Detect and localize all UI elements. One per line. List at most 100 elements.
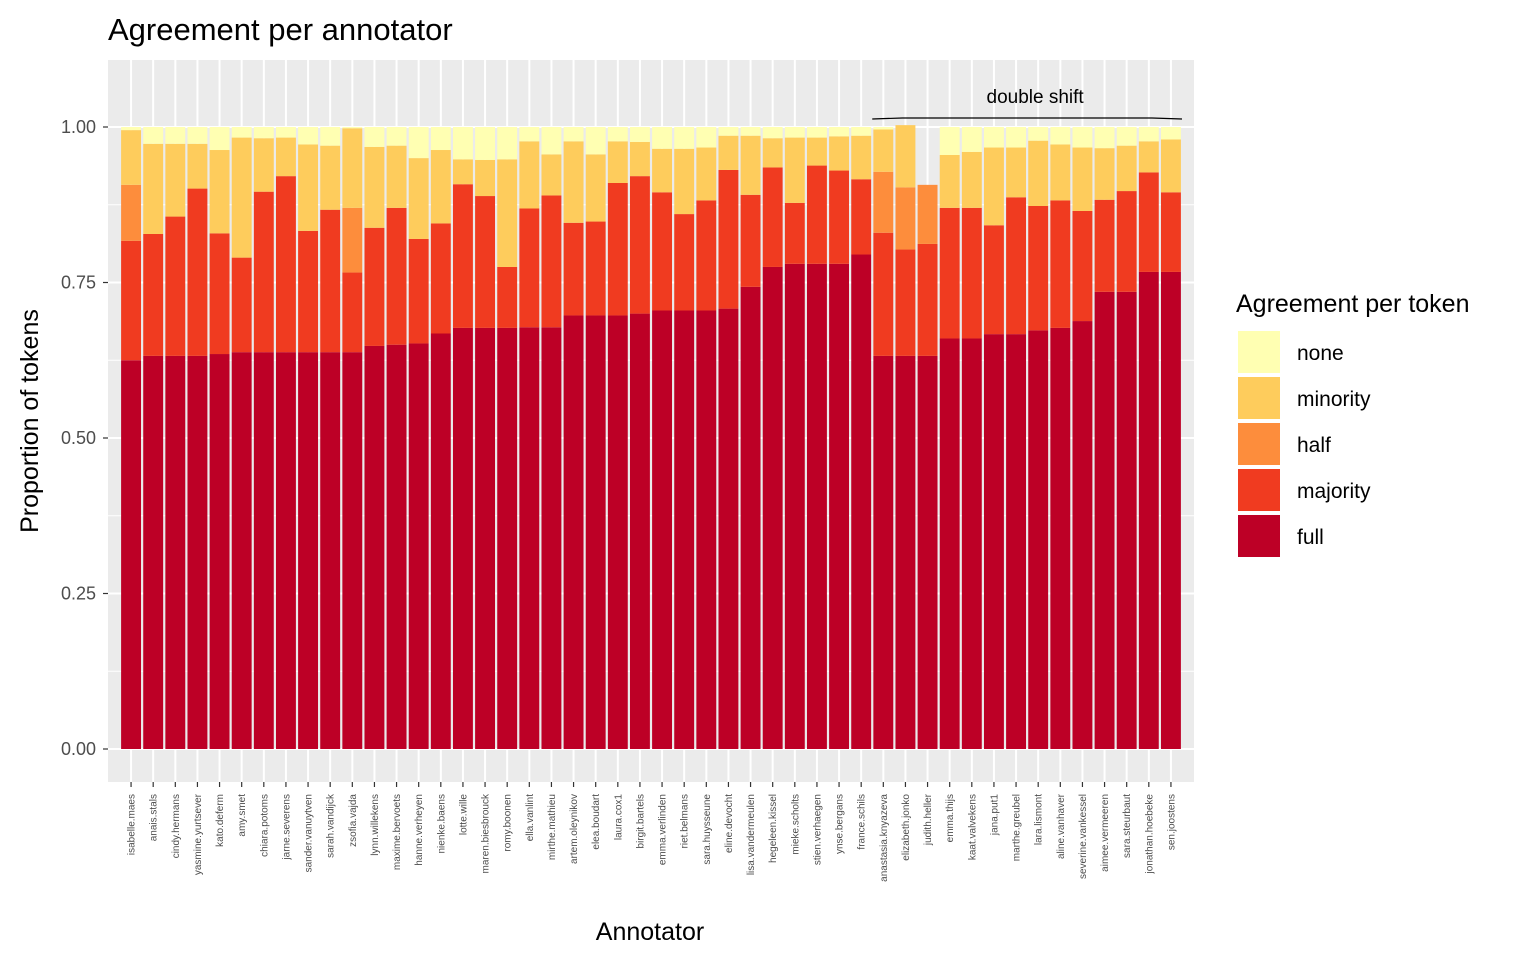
x-tick-label: elea.boudart — [591, 794, 602, 850]
bar-segment-full — [408, 343, 429, 749]
x-tick-label: jonathan.hoebeke — [1144, 794, 1155, 875]
bar-segment-full — [895, 355, 916, 749]
x-tick-label: sander.vanuytven — [304, 794, 315, 872]
bar-segment-none — [563, 127, 584, 142]
bar-segment-majority — [231, 257, 252, 353]
bar-segment-minority — [298, 144, 319, 231]
bar-segment-majority — [364, 227, 385, 346]
bar-segment-majority — [320, 209, 341, 353]
bar-segment-majority — [253, 191, 274, 353]
bar-segment-majority — [1006, 197, 1027, 335]
bar-segment-none — [541, 127, 562, 155]
bar-segment-full — [452, 327, 473, 749]
x-tick-label: kaat.valvekens — [967, 794, 978, 860]
bar-segment-majority — [1138, 172, 1159, 272]
bar-segment-none — [1006, 127, 1027, 148]
x-tick-label: hegeleen.kissel — [768, 794, 779, 863]
y-tick-label: 0.00 — [61, 739, 96, 759]
bar-segment-majority — [917, 243, 938, 356]
bar-segment-none — [386, 127, 407, 146]
bar-segment-minority — [275, 137, 296, 177]
bar-segment-minority — [895, 125, 916, 188]
x-tick-label: elizabeth.jonko — [901, 794, 912, 861]
bar-segment-minority — [563, 141, 584, 223]
double-shift-annotation: double shift — [872, 87, 1183, 120]
bar-segment-minority — [497, 159, 518, 267]
bar-segment-none — [718, 127, 739, 136]
bar-segment-half — [342, 207, 363, 273]
bar-segment-minority — [939, 154, 960, 208]
bar-segment-minority — [364, 146, 385, 228]
bar-segment-majority — [961, 207, 982, 339]
bar-segment-none — [806, 127, 827, 138]
bar-segment-minority — [1006, 147, 1027, 198]
bar-segment-minority — [253, 138, 274, 192]
bar-segment-none — [585, 127, 606, 155]
bar-segment-full — [784, 263, 805, 749]
bar-segment-full — [585, 315, 606, 749]
bar-segment-full — [364, 345, 385, 749]
bar-segment-minority — [1116, 145, 1137, 192]
legend-swatch-none — [1236, 329, 1282, 375]
bar-segment-majority — [629, 176, 650, 314]
x-tick-label: maren.biesbrouck — [481, 793, 492, 873]
bar-segment-full — [541, 327, 562, 749]
bars-group — [121, 125, 1181, 749]
x-tick-label: lisa.vandermeulen — [746, 794, 757, 875]
legend-swatch-majority — [1236, 467, 1282, 513]
bar-segment-full — [983, 334, 1004, 749]
bar-segment-majority — [187, 188, 208, 356]
bar-segment-none — [762, 127, 783, 139]
x-tick-label: aline.vanhaver — [1056, 793, 1067, 859]
bar-segment-majority — [143, 233, 164, 356]
bar-segment-none — [364, 127, 385, 147]
bar-segment-minority — [585, 154, 606, 222]
bar-segment-full — [386, 344, 407, 749]
x-tick-label: kato.deferm — [215, 794, 226, 847]
bar-segment-half — [121, 184, 142, 241]
bar-segment-full — [696, 310, 717, 749]
bar-segment-none — [1138, 127, 1159, 142]
bar-segment-minority — [762, 138, 783, 168]
bar-segment-majority — [408, 238, 429, 344]
bar-segment-minority — [1050, 144, 1071, 201]
bar-segment-none — [1050, 127, 1071, 145]
bar-segment-minority — [784, 137, 805, 203]
bar-segment-majority — [342, 272, 363, 353]
bar-segment-none — [165, 127, 186, 144]
x-axis-ticks: isabelle.maes anais.stals cindy.hermans yas… — [127, 782, 1177, 882]
bar-segment-full — [1116, 291, 1137, 749]
bar-segment-none — [275, 127, 296, 138]
bar-segment-none — [452, 127, 473, 160]
bar-segment-minority — [342, 128, 363, 208]
y-axis-ticks: 0.00 0.25 0.50 0.75 1.00 — [61, 117, 108, 759]
bar-segment-none — [121, 127, 142, 131]
bar-segment-minority — [674, 148, 695, 215]
x-tick-label: hanne.verheyen — [414, 794, 425, 866]
bar-segment-minority — [165, 143, 186, 217]
bar-segment-full — [939, 338, 960, 749]
x-tick-label: isabelle.maes — [127, 794, 138, 855]
x-tick-label: emma.verlinden — [658, 794, 669, 865]
bar-segment-majority — [784, 202, 805, 264]
bar-segment-none — [408, 127, 429, 159]
bar-segment-minority — [121, 130, 142, 185]
x-tick-label: lotte.wille — [458, 794, 469, 836]
bar-segment-full — [1006, 334, 1027, 749]
bar-segment-majority — [563, 222, 584, 316]
x-tick-label: amy.smet — [237, 794, 248, 837]
double-shift-label: double shift — [987, 87, 1085, 108]
bar-segment-minority — [231, 137, 252, 258]
bar-segment-minority — [629, 141, 650, 177]
x-tick-label: zsofia.vajda — [348, 794, 359, 847]
bar-segment-none — [209, 127, 230, 151]
x-tick-label: eline.devocht — [724, 794, 735, 853]
bar-segment-majority — [386, 207, 407, 345]
bar-segment-full — [1094, 291, 1115, 749]
legend: Agreement per token none minority half majo… — [1236, 290, 1469, 559]
x-tick-label: sara.steurbaut — [1122, 794, 1133, 858]
bar-segment-minority — [386, 145, 407, 208]
y-tick-label: 0.75 — [61, 273, 96, 293]
x-tick-label: marthe.greubel — [1012, 794, 1023, 861]
bar-segment-minority — [718, 135, 739, 170]
